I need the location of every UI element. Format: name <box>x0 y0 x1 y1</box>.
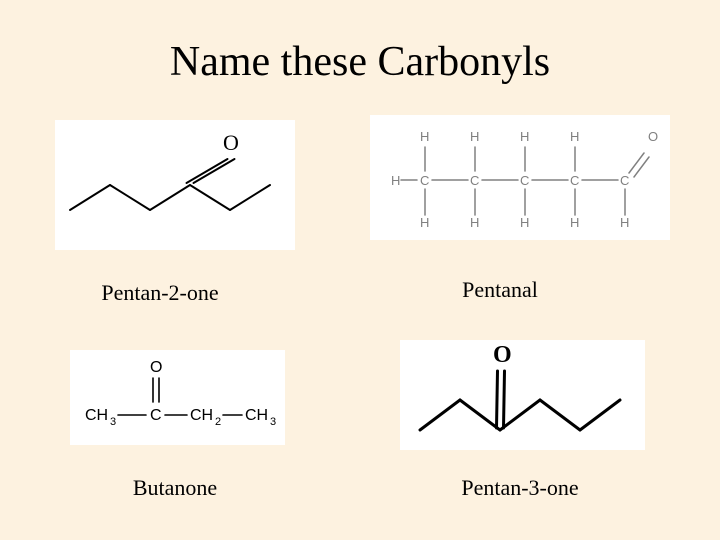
page-title: Name these Carbonyls <box>0 38 720 86</box>
label-pentan-2-one: Pentan-2-one <box>60 280 260 306</box>
svg-text:H: H <box>520 215 529 230</box>
structure-butanone: CH3CCH2CH3O <box>70 350 285 445</box>
svg-text:H: H <box>420 129 429 144</box>
svg-text:H: H <box>570 129 579 144</box>
svg-text:H: H <box>520 129 529 144</box>
svg-text:2: 2 <box>215 416 221 428</box>
svg-text:O: O <box>150 359 162 376</box>
structure-pentan-2-one: O <box>55 120 295 250</box>
svg-text:CH: CH <box>85 407 108 424</box>
svg-text:C: C <box>570 173 579 188</box>
svg-text:CH: CH <box>245 407 268 424</box>
svg-text:C: C <box>520 173 529 188</box>
svg-text:H: H <box>420 215 429 230</box>
svg-text:C: C <box>620 173 629 188</box>
svg-text:3: 3 <box>270 416 276 428</box>
label-pentan-3-one: Pentan-3-one <box>420 475 620 501</box>
svg-text:3: 3 <box>110 416 116 428</box>
svg-text:H: H <box>620 215 629 230</box>
svg-text:O: O <box>223 130 239 155</box>
label-pentanal: Pentanal <box>400 277 600 303</box>
svg-text:C: C <box>420 173 429 188</box>
svg-text:H: H <box>570 215 579 230</box>
svg-text:H: H <box>470 215 479 230</box>
svg-text:H: H <box>391 173 400 188</box>
svg-text:C: C <box>150 407 162 424</box>
svg-text:C: C <box>470 173 479 188</box>
structure-pentan-3-one: O <box>400 340 645 450</box>
label-butanone: Butanone <box>85 475 265 501</box>
structure-pentanal: C C C C C H H H H H H H H H H O <box>370 115 670 240</box>
svg-text:H: H <box>470 129 479 144</box>
svg-text:O: O <box>493 342 512 368</box>
svg-text:O: O <box>648 129 658 144</box>
svg-text:CH: CH <box>190 407 213 424</box>
